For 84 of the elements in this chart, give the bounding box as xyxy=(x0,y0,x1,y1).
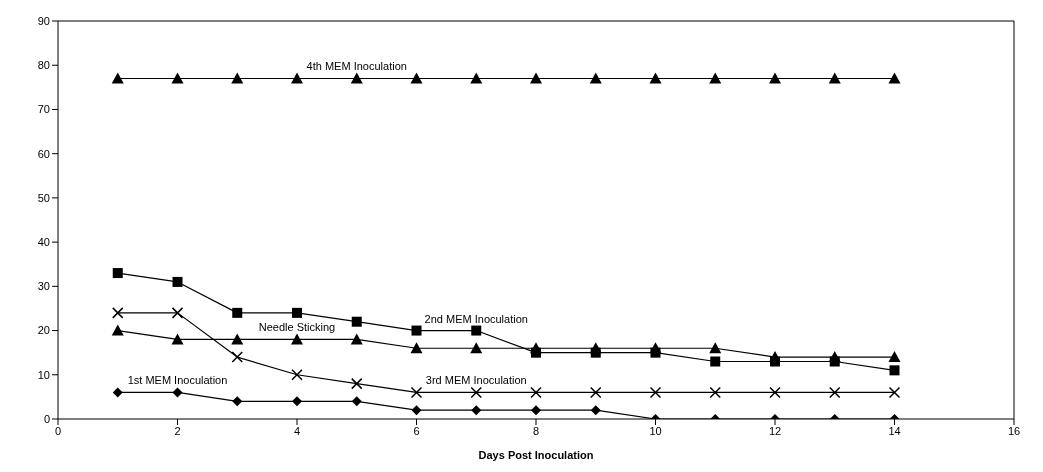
point xyxy=(589,342,602,354)
point xyxy=(350,333,363,345)
point xyxy=(171,307,184,319)
annotation: Needle Sticking xyxy=(258,321,336,334)
point xyxy=(769,72,781,84)
y-tick-label: 50 xyxy=(37,191,50,204)
point xyxy=(171,72,184,84)
point xyxy=(171,333,184,345)
point xyxy=(112,268,123,279)
y-tick-label: 60 xyxy=(37,147,50,160)
point xyxy=(828,72,841,84)
point xyxy=(411,405,422,416)
x-tick-label: 10 xyxy=(649,424,662,437)
point xyxy=(112,307,124,319)
point xyxy=(470,72,483,84)
point xyxy=(470,386,482,399)
point xyxy=(292,396,302,407)
annotation: 1st MEM Inoculation xyxy=(127,374,228,387)
point xyxy=(709,72,722,84)
point xyxy=(470,342,483,354)
point xyxy=(888,386,901,399)
point xyxy=(530,72,542,84)
point xyxy=(111,72,124,84)
x-tick-label: 14 xyxy=(888,424,901,437)
point xyxy=(231,333,244,345)
point xyxy=(351,377,363,390)
point xyxy=(351,396,362,407)
x-tick-label: 2 xyxy=(174,424,181,437)
y-tick-label: 40 xyxy=(37,236,50,249)
point xyxy=(231,351,243,363)
x-tick-label: 8 xyxy=(532,424,540,437)
x-tick-label: 16 xyxy=(1007,424,1021,437)
point xyxy=(709,342,722,354)
point xyxy=(590,405,601,416)
x-tick-label: 12 xyxy=(768,424,782,437)
point xyxy=(410,342,423,354)
annotation: 3rd MEM Inoculation xyxy=(425,374,527,387)
point xyxy=(889,365,900,376)
point xyxy=(112,387,123,398)
x-tick-label: 6 xyxy=(413,424,420,437)
point xyxy=(649,386,662,399)
x-tick-label: 4 xyxy=(293,424,301,437)
y-tick-label: 0 xyxy=(43,412,50,425)
point xyxy=(709,386,721,399)
point xyxy=(710,356,721,367)
point xyxy=(231,72,244,84)
point xyxy=(829,386,841,399)
point xyxy=(232,307,243,318)
point xyxy=(649,342,662,354)
point xyxy=(828,351,841,363)
point xyxy=(769,386,781,399)
point xyxy=(411,325,422,336)
annotation: 2nd MEM Inoculation xyxy=(424,312,528,325)
point xyxy=(291,369,303,381)
y-tick-label: 10 xyxy=(37,368,50,381)
point xyxy=(888,351,901,363)
point xyxy=(172,276,183,287)
point xyxy=(589,72,602,84)
y-tick-label: 90 xyxy=(37,14,50,27)
y-tick-label: 30 xyxy=(37,280,50,293)
point xyxy=(531,405,541,416)
x-axis-title: Days Post Inoculation xyxy=(478,449,594,461)
point xyxy=(351,316,362,327)
point xyxy=(590,386,602,399)
point xyxy=(471,325,482,336)
point xyxy=(111,324,124,336)
point xyxy=(232,396,243,407)
point xyxy=(471,405,482,416)
point xyxy=(350,72,363,84)
point xyxy=(530,386,542,399)
y-tick-label: 20 xyxy=(37,324,50,337)
y-tick-label: 80 xyxy=(37,59,50,72)
annotation: 4th MEM Inoculation xyxy=(306,60,407,73)
point xyxy=(410,386,423,399)
point xyxy=(410,72,423,84)
point xyxy=(888,72,901,84)
point xyxy=(291,72,303,84)
point xyxy=(530,342,542,354)
point xyxy=(292,307,302,318)
point xyxy=(172,387,183,398)
point xyxy=(649,72,662,84)
x-tick-label: 0 xyxy=(54,424,62,437)
y-tick-label: 70 xyxy=(37,103,50,116)
point xyxy=(291,333,303,345)
